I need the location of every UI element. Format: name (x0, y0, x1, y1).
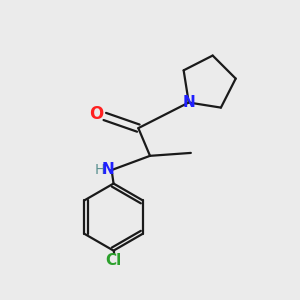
Text: N: N (101, 162, 114, 177)
Text: H: H (94, 163, 105, 177)
Text: O: O (89, 104, 103, 122)
Text: Cl: Cl (105, 253, 122, 268)
Text: N: N (182, 95, 195, 110)
